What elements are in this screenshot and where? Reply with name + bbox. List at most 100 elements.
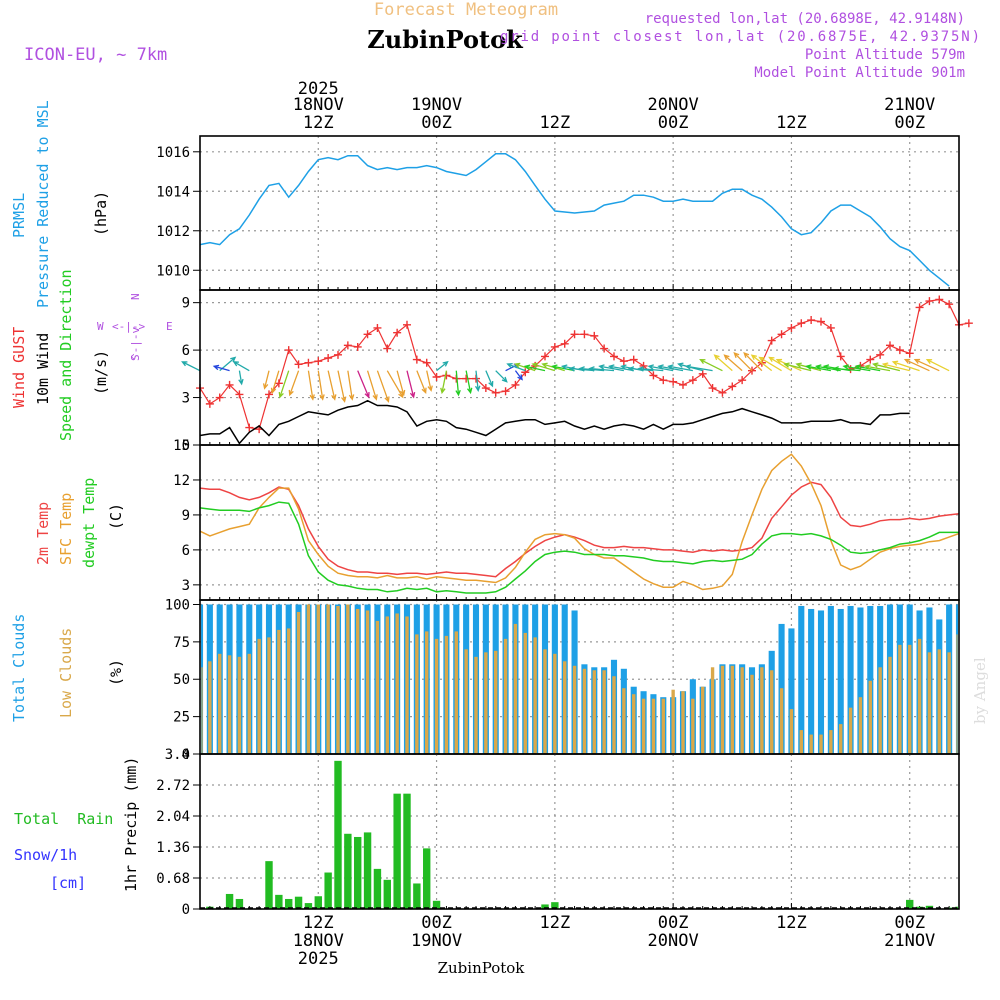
point-altitude: Point Altitude 579m: [805, 47, 965, 63]
temp-2m-label: 2m Temp: [34, 502, 52, 565]
rain-bar: [393, 793, 401, 909]
snow-unit-label: [cm]: [50, 874, 86, 892]
low-cloud-bar: [513, 623, 518, 754]
wind-arrow: [232, 361, 250, 372]
wind-10m-label: 10m Wind: [34, 333, 52, 405]
gust-marker: [265, 390, 273, 399]
pressure-labels: PRMSL Pressure Reduced to MSL (hPa): [10, 100, 110, 308]
y-tick-label: 2.72: [156, 778, 190, 794]
gust-marker: [688, 376, 697, 385]
low-cloud-bar: [356, 608, 360, 754]
rain-bar: [383, 879, 391, 909]
wind-arrow: [913, 358, 940, 372]
gust-marker: [560, 339, 569, 348]
low-cloud-bar: [917, 638, 922, 754]
model-label: ICON-EU, ~ 7km: [24, 45, 167, 65]
wind-arrow: [278, 370, 290, 399]
y-tick-label: 3.4: [165, 747, 190, 763]
top-date-label: 21NOV: [884, 95, 935, 115]
low-cloud-bar: [848, 707, 853, 754]
total-cloud-bar: [798, 605, 805, 754]
gust-marker: [373, 323, 382, 332]
gust-marker: [570, 330, 579, 339]
gust-marker: [205, 399, 214, 408]
compass-s: S: [129, 354, 142, 361]
gust-marker: [274, 379, 283, 388]
gust-marker: [284, 346, 293, 355]
wind-arrow: [743, 352, 763, 372]
cloud-labels: Total Clouds Low Clouds (%): [10, 614, 125, 722]
gust-marker: [412, 355, 421, 364]
temp-unit: (C): [107, 503, 125, 530]
low-cloud-bar: [375, 620, 380, 754]
wind-arrow: [513, 362, 536, 372]
gust-marker: [797, 319, 806, 328]
gust-marker: [501, 387, 510, 396]
rain-bar: [275, 894, 283, 909]
rain-bar: [304, 903, 313, 909]
y-tick-label: 100: [165, 597, 190, 613]
bottom-location: ZubinPotok: [438, 959, 526, 977]
wind-arrow: [637, 366, 664, 372]
low-cloud-bar: [908, 644, 912, 754]
wind-arrow: [514, 370, 523, 381]
wind-arrow: [426, 370, 433, 392]
t2m-line: [199, 481, 960, 578]
wind-labels: Wind GUST 10m Wind Speed and Direction (…: [10, 269, 173, 441]
gust-marker: [511, 380, 520, 389]
gust-marker: [826, 323, 835, 332]
gust-marker: [600, 344, 609, 353]
gust-marker: [777, 330, 786, 339]
bottom-year-label: 2025: [298, 949, 339, 969]
low-cloud-bar: [543, 649, 547, 754]
low-cloud-bar: [385, 616, 389, 754]
gust-marker: [728, 382, 737, 391]
wind-arrow: [903, 358, 930, 372]
bottom-date-label: 19NOV: [411, 931, 462, 951]
gust-marker: [738, 376, 747, 385]
wind-arrow: [440, 370, 448, 395]
gust-marker: [294, 360, 303, 369]
low-cloud-bar: [218, 653, 222, 754]
top-hour-label: 12Z: [303, 113, 334, 133]
compass-ns-arrow: ^-|-v: [129, 327, 142, 360]
low-cloud-bar: [365, 610, 370, 754]
gust-marker: [659, 376, 668, 385]
low-cloud-bar: [484, 652, 488, 754]
low-cloud-bar: [947, 652, 951, 754]
low-cloud-bar: [237, 656, 242, 754]
wind-arrow: [699, 358, 723, 372]
gust-marker: [215, 393, 224, 402]
top-date-label: 19NOV: [411, 95, 462, 115]
panel-temp: 3 6 9 12 15: [173, 438, 960, 601]
y-tick-label: 25: [173, 710, 190, 726]
gust-marker: [649, 371, 658, 380]
wind-arrow: [406, 370, 416, 399]
gust-marker: [925, 297, 934, 306]
total-cloud-bar: [837, 608, 844, 754]
low-cloud-bar: [927, 652, 932, 754]
low-clouds-label: Low Clouds: [57, 628, 75, 718]
wind-arrow: [723, 354, 743, 372]
total-cloud-bar: [857, 607, 864, 754]
y-tick-label: 12: [173, 473, 190, 489]
low-cloud-bar: [641, 698, 646, 754]
low-cloud-bar: [651, 698, 656, 754]
low-cloud-bar: [701, 686, 705, 754]
wind-arrow: [288, 370, 300, 397]
low-cloud-bar: [434, 638, 439, 754]
rain-bar: [324, 872, 332, 909]
temp-dewpt-label: dewpt Temp: [80, 478, 98, 568]
faint-title: Forecast Meteogram: [374, 0, 558, 20]
pressure-unit: (hPa): [92, 191, 110, 236]
wind-arrow: [733, 352, 753, 372]
low-cloud-bar: [201, 667, 203, 754]
y-tick-label: 9: [182, 508, 190, 524]
gust-marker: [235, 390, 244, 399]
gust-marker: [935, 295, 944, 304]
wind-arrow: [270, 370, 280, 395]
temp-sfc-label: SFC Temp: [57, 493, 75, 565]
wind-arrow: [396, 370, 406, 397]
gust-marker: [422, 358, 431, 367]
low-cloud-bar: [888, 656, 892, 754]
